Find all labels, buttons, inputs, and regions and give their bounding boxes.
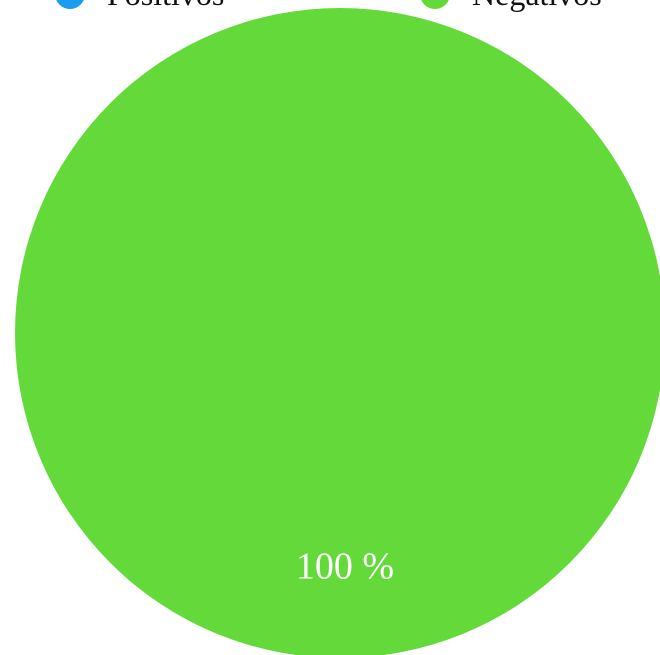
legend: Positivos Negativos xyxy=(0,0,660,18)
legend-item-negativos[interactable]: Negativos xyxy=(420,0,602,10)
legend-item-positivos[interactable]: Positivos xyxy=(55,0,224,10)
legend-label-negativos: Negativos xyxy=(472,0,602,10)
legend-marker-negativos xyxy=(420,0,450,9)
slice-label-negativos: 100 % xyxy=(296,546,394,588)
legend-marker-positivos xyxy=(55,0,85,9)
pie-slice-negativos[interactable] xyxy=(15,8,660,655)
legend-label-positivos: Positivos xyxy=(107,0,224,10)
